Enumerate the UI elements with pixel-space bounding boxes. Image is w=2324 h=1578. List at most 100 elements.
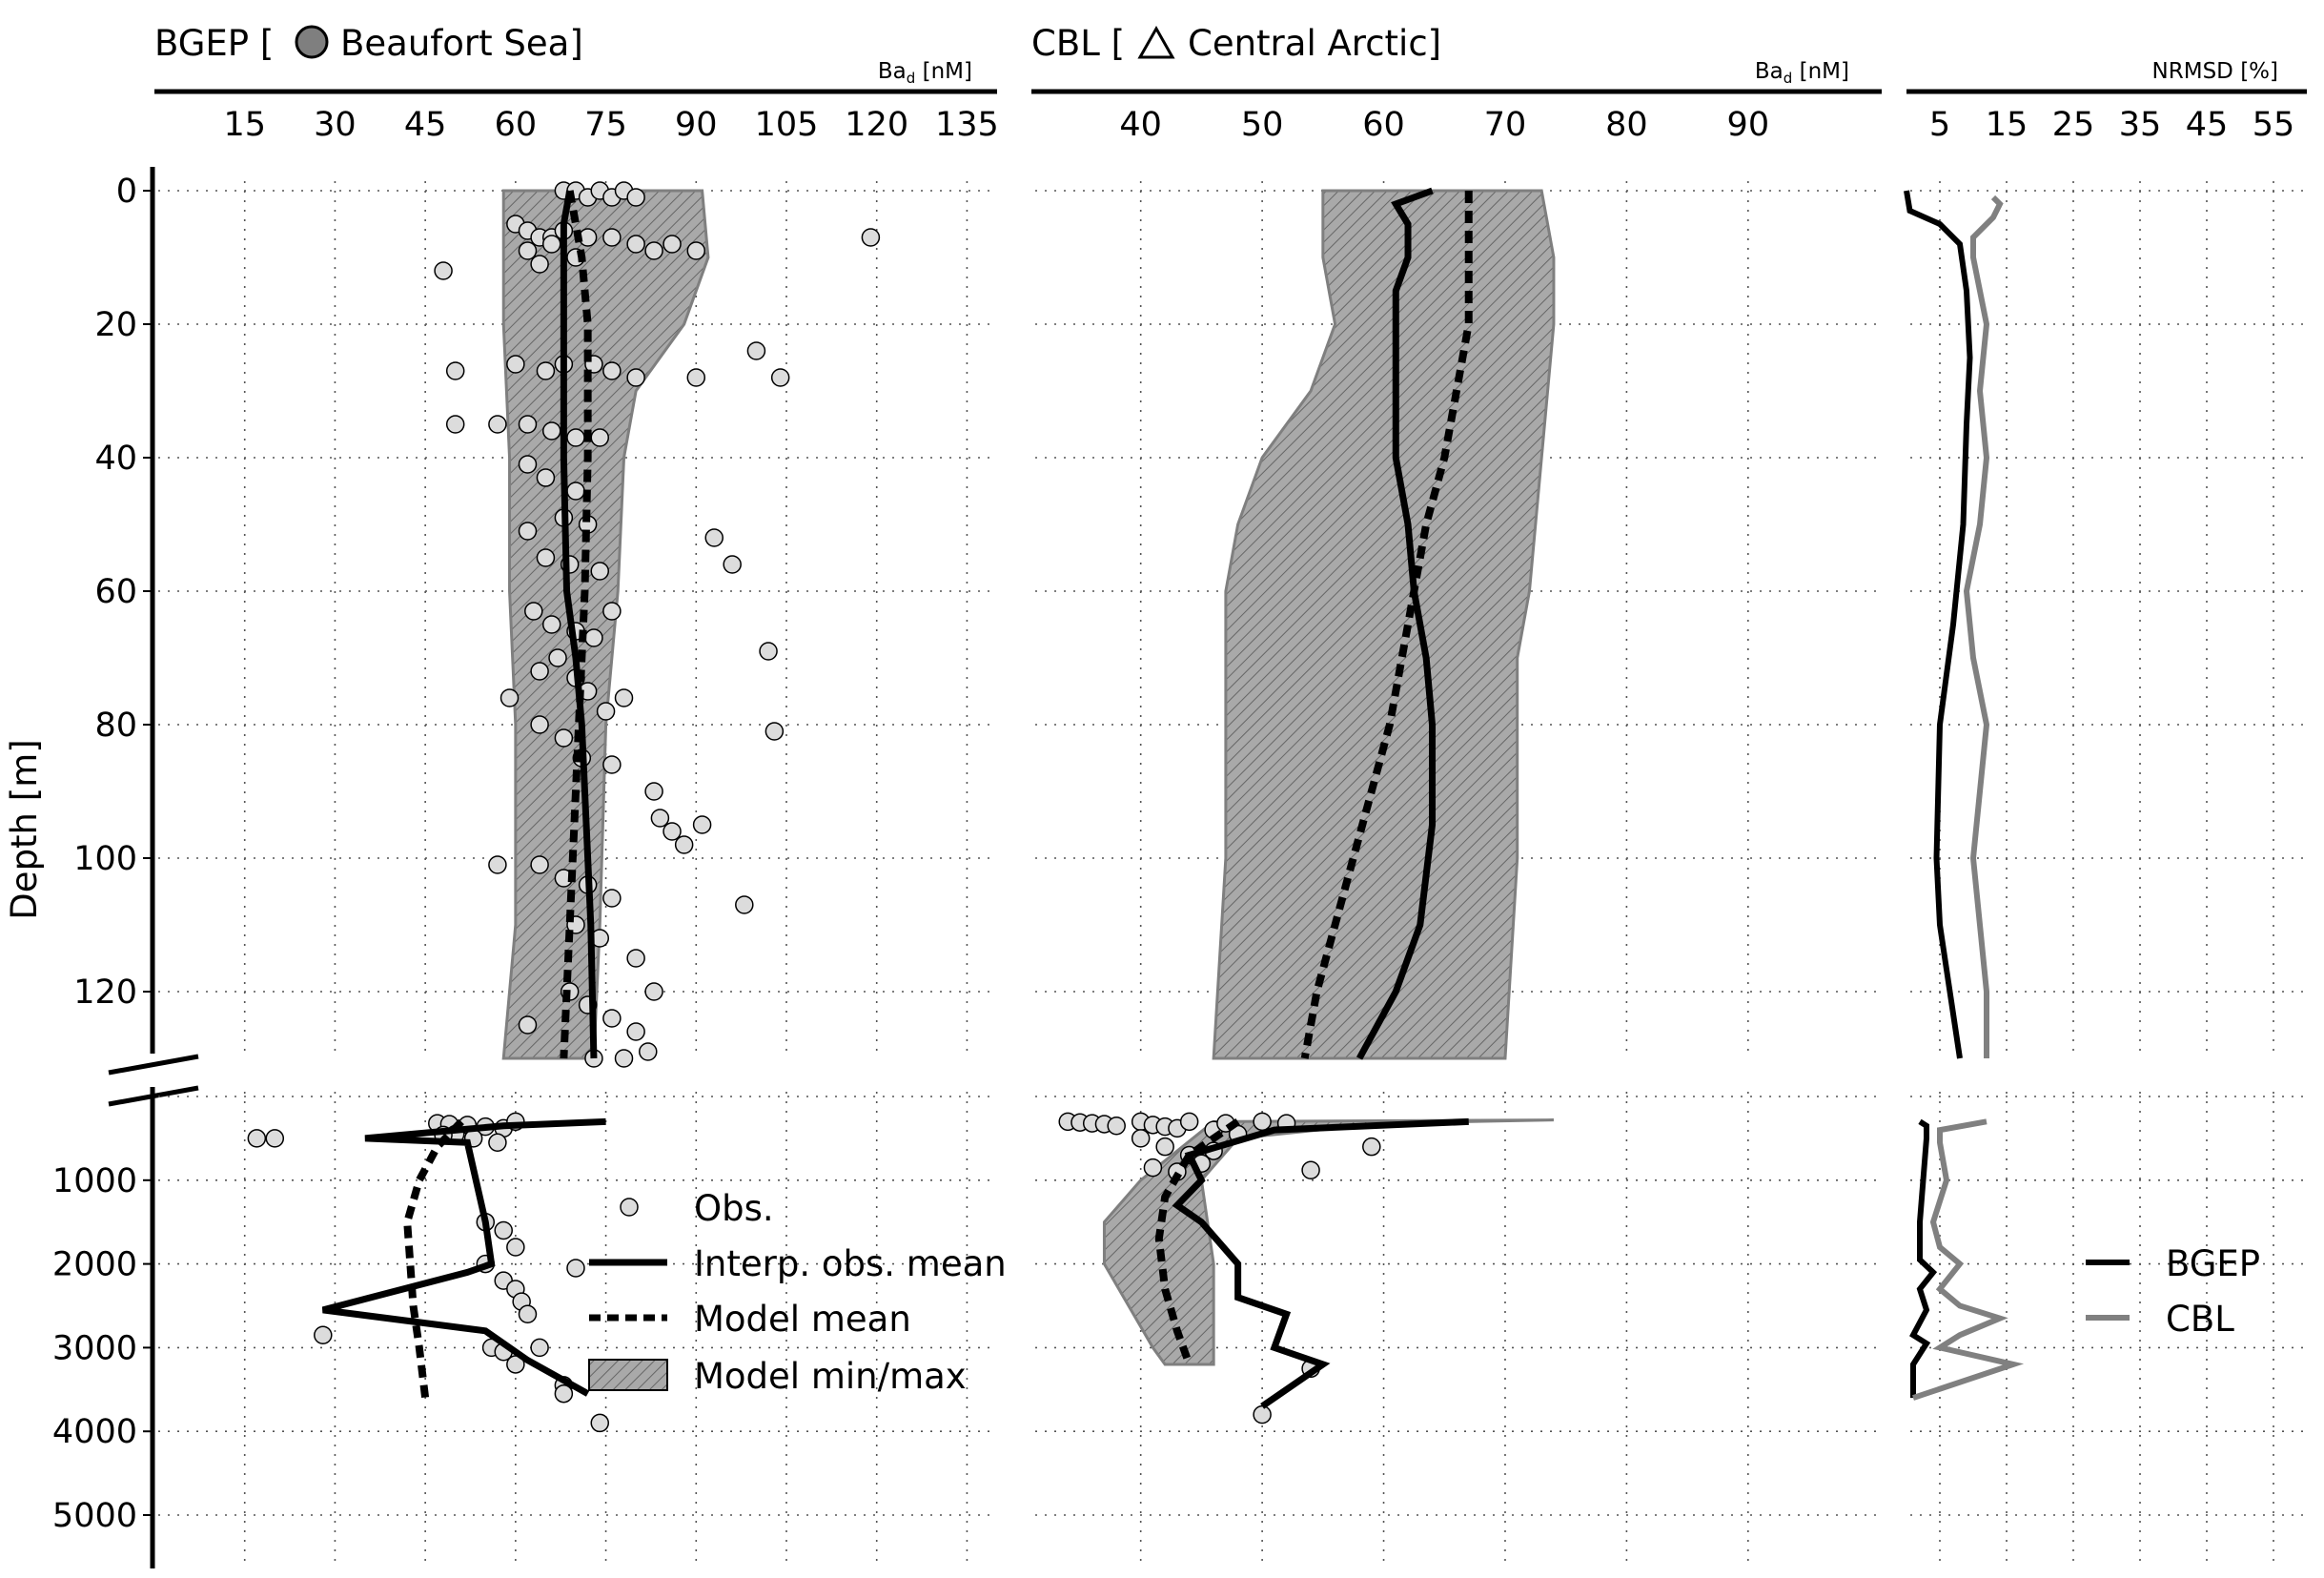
depth-axis: Depth [m] 0 20 40 60 80 100 120 1000 2000 3000 400…: [4, 167, 199, 1568]
panel-title-region: Central Arctic]: [1188, 23, 1441, 64]
depth-ticks: 0 20 40 60 80 100 120 1000 2000 3000 4000 5000: [52, 173, 153, 1535]
obs-point: [494, 1220, 513, 1240]
obs-point: [663, 235, 682, 254]
obs-point: [445, 415, 465, 434]
obs-point: [764, 722, 785, 741]
obs-point: [506, 1238, 525, 1257]
x-tick-label: 60: [1362, 106, 1405, 144]
legend-nrmsd: BGEP CBL: [2086, 1243, 2260, 1340]
obs-mean-line: [1172, 1117, 1469, 1409]
obs-point: [530, 715, 549, 734]
obs-point: [602, 361, 622, 380]
x-tick-label: 45: [2186, 106, 2229, 144]
obs-point: [1253, 1112, 1272, 1132]
y-tick-label: 5000: [52, 1497, 137, 1535]
obs-point: [686, 241, 706, 260]
obs-point: [554, 1383, 574, 1404]
model-mean-line: [560, 190, 592, 1059]
panel-title: BGEP [: [154, 23, 274, 64]
obs-point: [584, 628, 603, 647]
depth-axis-label: Depth [m]: [4, 739, 45, 919]
obs-point: [488, 855, 507, 874]
nrmsd-line-cbl: [1963, 195, 2004, 1058]
grid: [1910, 181, 2307, 1568]
obs-point: [602, 755, 622, 774]
obs-point: [536, 361, 556, 380]
obs-point: [861, 228, 881, 247]
obs-point: [590, 428, 610, 447]
triangle-marker-icon: [1137, 25, 1175, 59]
y-tick-label: 80: [94, 707, 137, 745]
legend-label: Obs.: [694, 1188, 774, 1229]
obs-point: [650, 809, 670, 828]
y-tick-label: 20: [94, 306, 137, 344]
x-tick-label: 135: [935, 106, 999, 144]
obs-point: [518, 415, 538, 434]
obs-point: [602, 889, 622, 908]
obs-point: [499, 688, 520, 707]
obs-point: [723, 555, 742, 574]
obs-point: [626, 368, 645, 387]
legend: Obs. Interp. obs. mean Model mean Model …: [588, 1188, 1007, 1397]
x-tick-label: 50: [1241, 106, 1284, 144]
obs-point: [530, 855, 549, 874]
obs-point: [488, 1133, 507, 1153]
obs-point: [626, 188, 645, 207]
x-tick-label: 120: [845, 106, 908, 144]
x-tick-label: 70: [1484, 106, 1527, 144]
nrmsd-line-cbl: [1912, 1118, 2025, 1401]
obs-point: [1179, 1112, 1199, 1132]
obs-point: [614, 1049, 634, 1068]
model-minmax-band: [1212, 189, 1556, 1060]
panel-bgep: BGEP [ Beaufort Sea] Bad [nM] 15 30 45 60 75…: [154, 23, 999, 1568]
obs-point: [602, 228, 622, 247]
obs-point: [639, 1042, 658, 1061]
legend-minmax-swatch: [588, 1359, 668, 1391]
obs-point: [1131, 1129, 1151, 1148]
legend-label: Interp. obs. mean: [694, 1243, 1007, 1284]
circle-marker-icon: [295, 25, 329, 59]
obs-point: [590, 1413, 610, 1433]
obs-point: [692, 815, 712, 834]
obs-point: [506, 355, 525, 374]
obs-point: [488, 415, 507, 434]
obs-point: [644, 241, 663, 260]
x-tick-label: 15: [223, 106, 266, 144]
obs-point: [596, 702, 616, 721]
y-tick-label: 3000: [52, 1329, 137, 1367]
x-tick-label: 60: [495, 106, 538, 144]
obs-point: [445, 361, 465, 380]
y-tick-label: 0: [116, 173, 137, 211]
obs-point: [314, 1325, 333, 1344]
obs-point: [265, 1129, 285, 1148]
obs-point: [541, 421, 561, 441]
obs-point: [770, 368, 790, 387]
obs-point: [674, 835, 694, 854]
obs-point: [554, 728, 574, 748]
obs-point: [247, 1129, 267, 1148]
x-tick-label: 40: [1119, 106, 1162, 144]
x-tick-label: 25: [2052, 106, 2095, 144]
obs-point: [644, 782, 663, 801]
obs-point: [746, 341, 766, 360]
x-tick-label: 75: [584, 106, 627, 144]
y-tick-label: 120: [73, 973, 137, 1012]
x-tick-label: 90: [1727, 106, 1770, 144]
obs-mean-line: [560, 190, 598, 1059]
legend-obs-marker: [620, 1198, 639, 1217]
obs-point: [1143, 1158, 1163, 1178]
legend-label: Model mean: [694, 1299, 911, 1340]
panel-title-region: Beaufort Sea]: [340, 23, 583, 64]
obs-point: [541, 615, 561, 634]
obs-point: [518, 522, 538, 541]
x-tick-label: 5: [1929, 106, 1950, 144]
x-tick-label: 45: [404, 106, 447, 144]
obs-point: [530, 662, 549, 681]
obs-point: [566, 1259, 585, 1278]
obs-mean-line: [321, 1117, 606, 1397]
obs-mean-line: [1356, 187, 1437, 1060]
x-tick-label: 80: [1605, 106, 1648, 144]
x-tick-label: 15: [1986, 106, 2028, 144]
obs-point: [590, 562, 610, 581]
